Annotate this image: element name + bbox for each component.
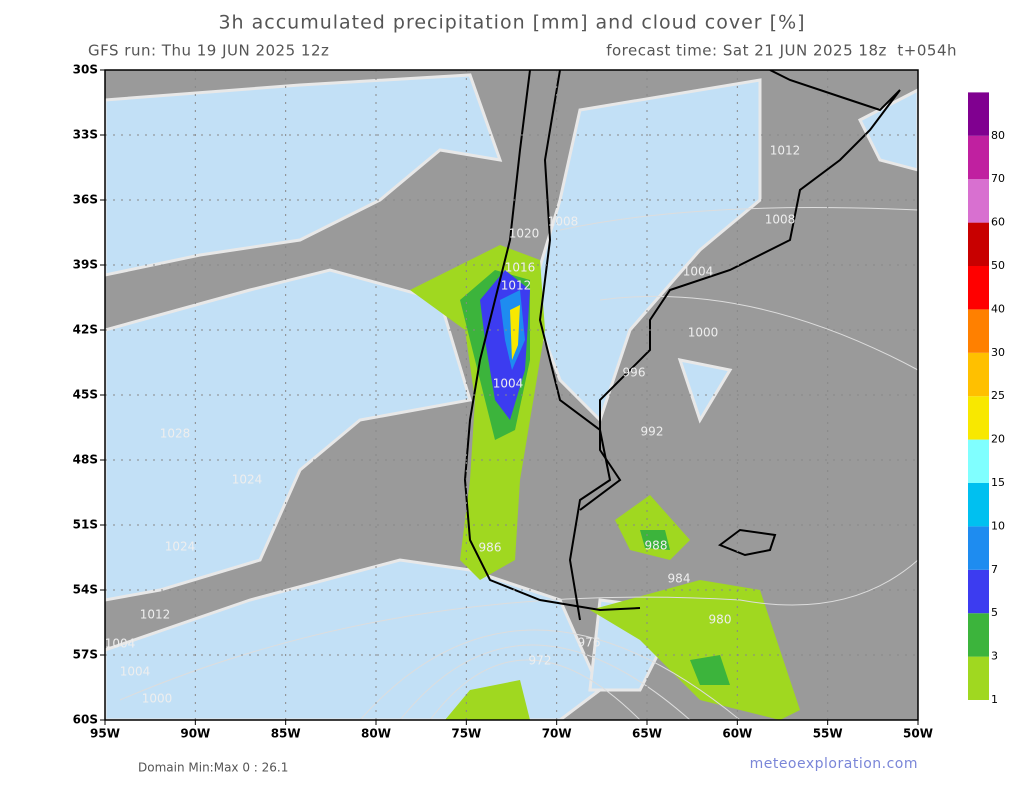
colorbar-bin [968,179,989,223]
clear-sky [105,73,918,720]
y-tick-label: 57S [73,648,98,662]
colorbar-label: 5 [991,606,998,619]
isobar-label: 986 [479,541,502,555]
isobar-label: 1020 [509,227,540,241]
colorbar-bin [968,526,989,570]
colorbar-bin [968,396,989,440]
colorbar-bin [968,266,989,310]
x-tick-label: 95W [90,727,120,741]
isobar-label: 1012 [140,608,171,622]
colorbar-label: 80 [991,129,1005,142]
isobar-label: 1004 [493,377,524,391]
colorbar-label: 10 [991,519,1005,532]
colorbar-bin [968,613,989,657]
x-tick-label: 75W [451,727,481,741]
colorbar-label: 25 [991,389,1005,402]
isobar-label: 1008 [548,215,579,229]
isobar-label: 980 [709,613,732,627]
isobar-label: 996 [623,366,646,380]
isobar-label: 1028 [160,427,191,441]
x-tick-label: 70W [542,727,572,741]
colorbar-label: 50 [991,259,1005,272]
isobar-label: 1024 [165,540,196,554]
isobar-label: 1000 [142,692,173,706]
isobar-label: 1004 [120,665,151,679]
x-tick-label: 55W [813,727,843,741]
isobar-label: 1016 [505,261,536,275]
x-tick-label: 60W [722,727,752,741]
y-tick-label: 51S [73,518,98,532]
isobars [119,207,918,720]
y-tick-label: 60S [73,713,98,727]
colorbar-bin [968,483,989,527]
isobar-label: 984 [668,572,691,586]
isobar-label: 988 [645,539,668,553]
colorbar-bin [968,439,989,483]
colorbar-bin [968,352,989,397]
colorbar-bin [968,222,989,266]
colorbar: 1 3 5 7 10 15 20 25 30 40 50 60 70 80 [968,92,1005,706]
precipitation [410,245,800,720]
isobar-label: 1024 [232,473,263,487]
x-tick-label: 50W [903,727,933,741]
colorbar-label: 30 [991,346,1005,359]
y-tick-label: 36S [73,193,98,207]
min-max: Domain Min:Max 0 : 26.1 [138,761,288,775]
y-tick-label: 30S [73,63,98,77]
colorbar-label: 1 [991,693,998,706]
forecast-info: forecast time: Sat 21 JUN 2025 18z t+054… [606,42,957,60]
x-tick-label: 90W [180,727,210,741]
colorbar-bin [968,656,989,700]
colorbar-label: 20 [991,433,1005,446]
isobar-labels: 1008 1020 1016 1012 1004 1012 1008 1004 1000 996 9… [105,144,801,706]
y-tick-label: 54S [73,583,98,597]
isobar-label: 1008 [765,213,796,227]
x-tick-label: 80W [361,727,391,741]
colorbar-label: 3 [991,650,998,663]
isobar-label: 1000 [688,326,719,340]
y-tick-label: 48S [73,453,98,467]
y-tick-label: 45S [73,388,98,402]
colorbar-label: 15 [991,476,1005,489]
axes: 95W 90W 85W 80W 75W 70W 65W 60W 55W 50W 30S 33S 36S 3… [73,63,933,741]
colorbar-label: 60 [991,216,1005,229]
title: 3h accumulated precipitation [mm] and cl… [218,12,805,34]
isobar-label: 1004 [105,637,136,651]
colorbar-bin [968,569,989,614]
colorbar-bin [968,92,989,136]
isobar-label: 992 [641,425,664,439]
x-tick-label: 65W [632,727,662,741]
colorbar-bin [968,309,989,353]
isobar-label: 1012 [501,279,532,293]
colorbar-bin [968,135,989,180]
x-tick-label: 85W [271,727,301,741]
isobar-label: 1012 [770,144,801,158]
coastline [463,70,901,621]
map-area: 1008 1020 1016 1012 1004 1012 1008 1004 1000 996 9… [105,70,918,720]
y-tick-label: 33S [73,128,98,142]
run-info: GFS run: Thu 19 JUN 2025 12z [88,42,329,60]
colorbar-label: 40 [991,302,1005,315]
isobar-label: 1004 [683,265,714,279]
isobar-label: 972 [529,654,552,668]
y-tick-label: 42S [73,323,98,337]
colorbar-label: 7 [991,563,998,576]
colorbar-label: 70 [991,172,1005,185]
site-credit: meteoexploration.com [750,756,918,772]
y-tick-label: 39S [73,258,98,272]
isobar-label: 976 [578,636,601,650]
